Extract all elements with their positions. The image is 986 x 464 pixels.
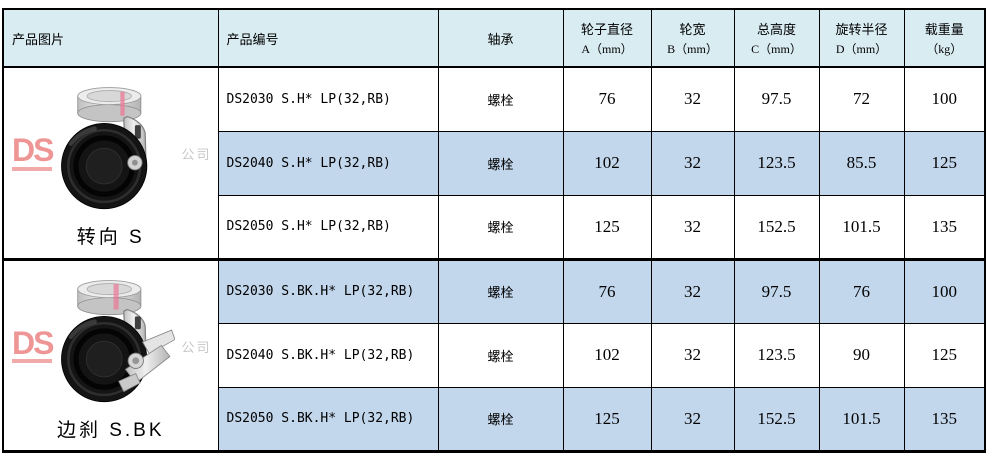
col-header-bearing: 轴承 <box>437 8 564 68</box>
total-height-cell: 152.5 <box>733 194 820 260</box>
bearing-cell: 螺栓 <box>437 66 564 132</box>
col-header-label: 产品图片 <box>12 31 65 47</box>
col-header-load-capacity: 载重量 （kg） <box>903 8 986 68</box>
swivel-radius-cell: 90 <box>818 322 905 388</box>
swivel-radius-cell: 85.5 <box>818 130 905 196</box>
table-row: DS2050 S.H* LP(32,RB) 螺栓 125 32 152.5 10… <box>3 194 986 260</box>
wheel-diameter-cell: 76 <box>562 257 652 324</box>
product-code-cell: DS2030 S.BK.H* LP(32,RB) <box>217 257 439 324</box>
col-header-product-image: 产品图片 <box>2 8 219 68</box>
table-row: DS2040 S.BK.H* LP(32,RB) 螺栓 102 32 123.5… <box>3 322 986 388</box>
product-code-cell: DS2050 S.H* LP(32,RB) <box>217 194 439 260</box>
col-header-label: 轮子直径 <box>580 22 633 37</box>
col-header-label: 轮宽 <box>679 22 706 37</box>
col-header-label: 轴承 <box>487 31 514 47</box>
total-height-cell: 123.5 <box>733 322 820 388</box>
swivel-radius-cell: 101.5 <box>818 386 905 452</box>
swivel-radius-cell: 72 <box>818 66 905 132</box>
col-header-label: 产品编号 <box>226 31 279 47</box>
product-code-cell: DS2040 S.BK.H* LP(32,RB) <box>217 322 439 388</box>
product-code-cell: DS2050 S.BK.H* LP(32,RB) <box>217 386 439 452</box>
total-height-cell: 97.5 <box>733 66 820 132</box>
product-type-label-brake: 边刹 S.BK <box>56 419 165 441</box>
col-header-label: 载重量 <box>924 22 964 37</box>
col-header-label: 旋转半径 <box>835 22 888 37</box>
total-height-cell: 123.5 <box>733 130 820 196</box>
bearing-cell: 螺栓 <box>437 130 564 196</box>
col-header-total-height: 总高度 C（mm） <box>733 8 820 68</box>
caster-spec-table: 产品图片 产品编号 轴承 轮子直径 A（mm） 轮宽 B（mm） 总高度 C（mm） … <box>2 8 986 453</box>
watermark-logo: DS <box>12 134 54 171</box>
col-header-unit: A（mm） <box>581 42 633 56</box>
swivel-radius-cell: 76 <box>818 257 905 324</box>
wheel-width-cell: 32 <box>650 130 735 196</box>
product-type-label-swivel: 转向 S <box>76 227 145 248</box>
load-capacity-cell: 125 <box>903 130 986 196</box>
watermark-text: 公司 <box>181 339 212 355</box>
wheel-diameter-cell: 102 <box>562 322 652 388</box>
wheel-diameter-cell: 102 <box>562 130 652 196</box>
watermark-text: 公司 <box>181 147 212 162</box>
col-header-swivel-radius: 旋转半径 D（mm） <box>818 8 905 68</box>
col-header-unit: （kg） <box>926 42 963 56</box>
table-row: DS2050 S.BK.H* LP(32,RB) 螺栓 125 32 152.5… <box>3 386 986 452</box>
col-header-unit: D（mm） <box>835 42 888 56</box>
header-row: 产品图片 产品编号 轴承 轮子直径 A（mm） 轮宽 B（mm） 总高度 C（mm） … <box>2 8 986 68</box>
col-header-wheel-diameter: 轮子直径 A（mm） <box>562 8 652 68</box>
swivel-caster-photo: DS 公司 <box>4 78 217 220</box>
product-code-cell: DS2030 S.H* LP(32,RB) <box>217 66 439 132</box>
col-header-unit: B（mm） <box>667 42 718 56</box>
product-image-cell-brake: DS 公司 边刹 S.BK <box>2 257 219 452</box>
brake-caster-photo: DS 公司 <box>4 271 217 413</box>
table-row: DS 公司 转向 S DS2030 S.H* LP(32,RB) 螺栓 76 3… <box>2 66 986 260</box>
col-header-label: 总高度 <box>756 22 796 37</box>
wheel-diameter-cell: 125 <box>562 194 652 260</box>
table-row: DS 公司 边刹 S.BK DS2030 S.BK.H* LP(32,RB) 螺… <box>2 257 986 452</box>
wheel-width-cell: 32 <box>650 66 735 132</box>
product-code-cell: DS2040 S.H* LP(32,RB) <box>217 130 439 196</box>
total-height-cell: 152.5 <box>733 386 820 452</box>
total-height-cell: 97.5 <box>733 257 820 324</box>
load-capacity-cell: 135 <box>903 194 986 260</box>
load-capacity-cell: 135 <box>903 386 986 452</box>
wheel-width-cell: 32 <box>650 257 735 324</box>
table-row: DS2040 S.H* LP(32,RB) 螺栓 102 32 123.5 85… <box>3 130 986 196</box>
product-image-cell-swivel: DS 公司 转向 S <box>2 66 219 260</box>
wheel-width-cell: 32 <box>650 322 735 388</box>
wheel-diameter-cell: 125 <box>562 386 652 452</box>
brake-caster-illustration <box>60 279 175 402</box>
col-header-product-code: 产品编号 <box>217 8 439 68</box>
wheel-diameter-cell: 76 <box>562 66 652 132</box>
watermark-logo: DS <box>12 327 54 364</box>
bearing-cell: 螺栓 <box>437 194 564 260</box>
bearing-cell: 螺栓 <box>437 257 564 324</box>
bearing-cell: 螺栓 <box>437 322 564 388</box>
col-header-unit: C（mm） <box>751 42 802 56</box>
swivel-radius-cell: 101.5 <box>818 194 905 260</box>
load-capacity-cell: 100 <box>903 257 986 324</box>
swivel-caster-illustration <box>60 87 148 210</box>
bearing-cell: 螺栓 <box>437 386 564 452</box>
col-header-wheel-width: 轮宽 B（mm） <box>650 8 735 68</box>
load-capacity-cell: 100 <box>903 66 986 132</box>
wheel-width-cell: 32 <box>650 194 735 260</box>
wheel-width-cell: 32 <box>650 386 735 452</box>
load-capacity-cell: 125 <box>903 322 986 388</box>
